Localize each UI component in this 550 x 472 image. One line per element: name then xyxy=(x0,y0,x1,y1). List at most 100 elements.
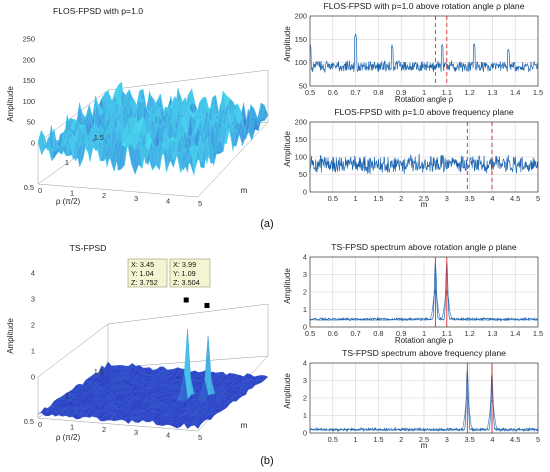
chart-bfreq-plot: 0.5 1 1.5 2 2.5 3 3.5 4 4.5 5 0 1 2 3 4 xyxy=(303,359,540,445)
x-tick-label: 0.8 xyxy=(373,329,383,338)
chart-afreq-ylabel: Amplitude xyxy=(283,131,292,167)
x-tick-label: 4.5 xyxy=(510,435,520,444)
y-tick-label: 150 xyxy=(295,35,307,44)
x-tick-label: 1 xyxy=(422,88,426,97)
chart-arho-plot: 0.5 0.6 0.7 0.8 0.9 1 1.1 1.2 1.3 1.4 1.5 50 100 150 2… xyxy=(295,12,543,98)
chart-bfreq-title: TS-FPSD spectrum above frequency plane xyxy=(342,348,506,358)
chart-b3d-surface xyxy=(37,297,269,430)
y-tick-label: 3 xyxy=(303,270,307,279)
chart-a3d-title: FLOS-FPSD with p=1.0 xyxy=(53,6,143,16)
x-tick-label: 3.5 xyxy=(464,194,474,203)
datatip-1-y: Y: 1.04 xyxy=(131,269,154,278)
y-tick-label: 0.5 xyxy=(24,183,34,192)
series-line-secondary xyxy=(309,288,539,321)
chart-brho-ylabel: Amplitude xyxy=(283,268,292,304)
x-tick-label: 5 xyxy=(198,199,202,208)
datatip-2-x: X: 3.99 xyxy=(173,260,196,269)
chart-a3d-ticks: 0 1 2 3 4 5 0.5 1 1.5 0 50 100 150 200 250 xyxy=(23,35,202,209)
x-tick-label: 2 xyxy=(102,191,106,200)
x-tick-label: 5 xyxy=(536,194,540,203)
chart-b3d-ylabel: ρ (π/2) xyxy=(56,433,81,442)
x-tick-label: 0.6 xyxy=(328,88,338,97)
z-tick-label: 150 xyxy=(23,76,35,85)
y-tick-label: 2 xyxy=(303,288,307,297)
datatip-1-x: X: 3.45 xyxy=(131,260,154,269)
x-tick-label: 1 xyxy=(70,189,74,198)
panel-label-a: (a) xyxy=(260,218,273,230)
datatip-1-z: Z: 3.752 xyxy=(131,278,158,287)
x-tick-label: 4 xyxy=(166,196,170,205)
surface-cell xyxy=(194,147,202,171)
x-tick-label: 1 xyxy=(70,423,74,432)
datatip-marker xyxy=(183,297,189,303)
x-tick-label: 1.3 xyxy=(487,329,497,338)
x-tick-label: 5 xyxy=(536,435,540,444)
chart-afreq-xlabel: m xyxy=(421,200,428,209)
chart-arho-xlabel: Rotation angle ρ xyxy=(395,95,454,104)
plot-frame xyxy=(309,256,539,328)
x-tick-label: 0.5 xyxy=(328,194,338,203)
x-tick-label: 0.5 xyxy=(305,329,315,338)
y-tick-label: 1 xyxy=(65,158,69,167)
y-tick-label: 1.5 xyxy=(94,133,104,142)
x-tick-label: 1.1 xyxy=(442,329,452,338)
x-tick-label: 3 xyxy=(445,435,449,444)
z-tick-label: 250 xyxy=(23,35,35,44)
chart-b-freq: TS-FPSD spectrum above frequency plane 0… xyxy=(283,348,540,450)
chart-b3d-ticks: 0 1 2 3 4 5 0.5 1 1.5 0 1 2 3 4 xyxy=(24,269,202,443)
x-tick-label: 1 xyxy=(422,329,426,338)
x-tick-label: 1.2 xyxy=(464,329,474,338)
x-tick-label: 2 xyxy=(102,425,106,434)
datatip-1[interactable]: X: 3.45 Y: 1.04 Z: 3.752 xyxy=(127,258,168,288)
y-tick-label: 50 xyxy=(299,170,307,179)
y-tick-label: 0 xyxy=(303,188,307,197)
chart-b-3d: TS-FPSD 0 1 2 3 4 5 0.5 1 1.5 0 1 2 3 4 Amplitude ρ (… xyxy=(6,243,269,443)
x-tick-label: 3 xyxy=(134,428,138,437)
x-tick-label: 4 xyxy=(166,430,170,439)
chart-brho-xlabel: Rotation angle ρ xyxy=(395,336,454,345)
datatip-2-z: Z: 3.504 xyxy=(173,278,200,287)
x-tick-label: 0.7 xyxy=(350,329,360,338)
x-tick-label: 4 xyxy=(490,194,494,203)
x-tick-label: 2 xyxy=(399,194,403,203)
chart-a-rho: FLOS-FPSD with p=1.0 above rotation angl… xyxy=(283,1,543,104)
series-line xyxy=(309,153,539,174)
x-tick-label: 0.9 xyxy=(396,88,406,97)
plot-frame xyxy=(309,362,539,434)
series-line-secondary xyxy=(309,394,539,431)
x-tick-label: 0.8 xyxy=(373,88,383,97)
datatip-2[interactable]: X: 3.99 Y: 1.09 Z: 3.504 xyxy=(169,258,211,288)
z-tick-label: 0 xyxy=(31,373,35,382)
chart-a3d-xlabel: m xyxy=(241,186,248,195)
z-tick-label: 100 xyxy=(23,97,35,106)
x-tick-label: 0 xyxy=(38,186,42,195)
y-tick-label: 1 xyxy=(303,305,307,314)
y-tick-label: 1 xyxy=(303,411,307,420)
y-tick-label: 150 xyxy=(295,135,307,144)
x-tick-label: 4.5 xyxy=(510,194,520,203)
x-tick-label: 1.3 xyxy=(487,88,497,97)
y-tick-label: 100 xyxy=(295,153,307,162)
x-tick-label: 1.5 xyxy=(533,329,543,338)
x-tick-label: 0.5 xyxy=(305,88,315,97)
x-tick-label: 0.6 xyxy=(328,329,338,338)
x-tick-label: 1.1 xyxy=(442,88,452,97)
x-tick-label: 2.5 xyxy=(419,194,429,203)
chart-a-3d: FLOS-FPSD with p=1.0 0 1 2 3 4 5 0.5 1 1.5 0 50 100… xyxy=(6,6,269,209)
plot-frame xyxy=(309,15,539,87)
y-tick-label: 50 xyxy=(299,82,307,91)
chart-a3d-ylabel: ρ (π/2) xyxy=(56,197,81,206)
x-tick-label: 1.2 xyxy=(464,88,474,97)
x-tick-label: 0.5 xyxy=(328,435,338,444)
z-tick-label: 4 xyxy=(31,269,35,278)
x-tick-label: 3 xyxy=(134,194,138,203)
y-tick-label: 200 xyxy=(295,12,307,21)
z-tick-label: 200 xyxy=(23,55,35,64)
x-tick-label: 2 xyxy=(399,435,403,444)
x-tick-label: 0.9 xyxy=(396,329,406,338)
z-tick-label: 2 xyxy=(31,321,35,330)
chart-arho-ylabel: Amplitude xyxy=(283,26,292,62)
y-tick-label: 0 xyxy=(303,323,307,332)
